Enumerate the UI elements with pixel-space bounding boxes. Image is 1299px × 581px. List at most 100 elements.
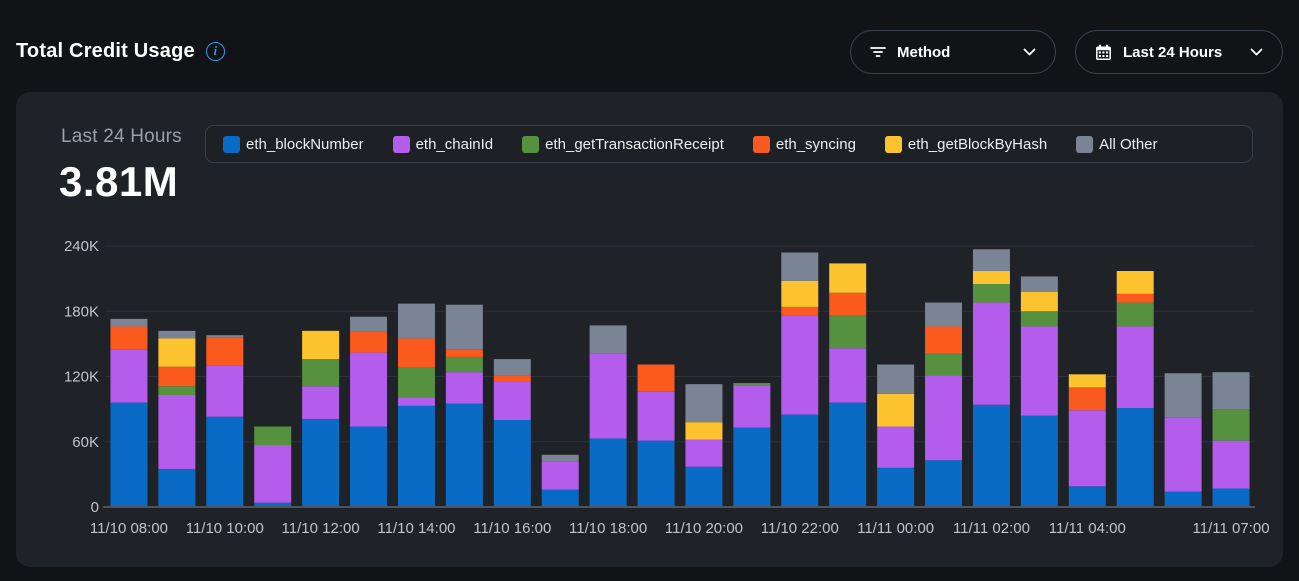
bar-segment[interactable] [589,438,627,507]
bar-segment[interactable] [1164,491,1202,507]
bar-segment[interactable] [1212,372,1250,410]
bar-segment[interactable] [925,302,963,327]
bar-segment[interactable] [158,366,196,387]
bar-segment[interactable] [1212,409,1250,441]
legend-item[interactable]: eth_getTransactionReceipt [522,135,724,153]
bar-segment[interactable] [158,338,196,367]
bar-segment[interactable] [1068,410,1106,487]
bar-segment[interactable] [589,353,627,439]
bar-segment[interactable] [637,440,675,507]
bar-segment[interactable] [493,375,531,382]
bar-segment[interactable] [158,394,196,469]
bar-segment[interactable] [158,468,196,507]
bar-segment[interactable] [350,426,388,507]
bar-segment[interactable] [397,397,435,406]
bar-segment[interactable] [685,439,723,467]
legend-item[interactable]: eth_syncing [752,135,856,153]
bar-segment[interactable] [254,502,292,507]
bar-segment[interactable] [925,460,963,507]
bar-segment[interactable] [206,337,244,366]
bar-segment[interactable] [110,349,148,403]
bar-segment[interactable] [302,330,340,360]
bar-segment[interactable] [877,426,915,468]
bar-segment[interactable] [1020,276,1058,292]
bar-segment[interactable] [829,292,867,316]
bar-segment[interactable] [781,280,819,307]
bar-segment[interactable] [206,416,244,507]
bar-segment[interactable] [254,445,292,503]
bar-segment[interactable] [445,372,483,404]
bar-segment[interactable] [733,385,771,428]
bar-segment[interactable] [637,364,675,392]
method-filter-button[interactable]: Method [850,30,1056,74]
bar-segment[interactable] [781,315,819,415]
bar-segment[interactable] [972,249,1010,272]
bar-segment[interactable] [1068,486,1106,507]
bar-segment[interactable] [1116,408,1154,507]
bar-segment[interactable] [1020,415,1058,507]
bar-segment[interactable] [972,302,1010,405]
bar-segment[interactable] [1212,440,1250,489]
info-icon[interactable]: i [205,42,225,61]
bar-segment[interactable] [1212,488,1250,507]
bar-segment[interactable] [733,383,771,386]
bar-segment[interactable] [1116,293,1154,303]
bar-segment[interactable] [1116,302,1154,327]
bar-segment[interactable] [925,375,963,461]
bar-segment[interactable] [350,316,388,332]
bar-segment[interactable] [350,352,388,427]
bar-segment[interactable] [206,335,244,338]
bar-segment[interactable] [877,393,915,427]
bar-segment[interactable] [829,402,867,507]
bar-segment[interactable] [493,359,531,376]
bar-segment[interactable] [110,326,148,350]
bar-segment[interactable] [972,271,1010,285]
bar-segment[interactable] [254,426,292,446]
bar-segment[interactable] [445,403,483,507]
bar-segment[interactable] [445,349,483,357]
bar-segment[interactable] [685,384,723,423]
bar-segment[interactable] [1068,374,1106,388]
legend-item[interactable]: eth_chainId [392,135,493,153]
bar-segment[interactable] [302,386,340,419]
bar-segment[interactable] [685,466,723,507]
bar-segment[interactable] [972,284,1010,303]
bar-segment[interactable] [541,454,579,462]
bar-segment[interactable] [877,364,915,394]
bar-segment[interactable] [972,404,1010,507]
bar-segment[interactable] [1020,326,1058,416]
bar-segment[interactable] [397,367,435,398]
bar-segment[interactable] [445,356,483,373]
bar-segment[interactable] [397,405,435,507]
bar-segment[interactable] [1020,291,1058,312]
bar-segment[interactable] [493,420,531,507]
legend-item[interactable]: eth_blockNumber [223,135,364,153]
bar-segment[interactable] [1116,271,1154,294]
legend-item[interactable]: eth_getBlockByHash [884,135,1047,153]
bar-segment[interactable] [541,489,579,507]
bar-segment[interactable] [1020,311,1058,327]
date-range-button[interactable]: Last 24 Hours [1075,30,1283,74]
bar-segment[interactable] [829,348,867,403]
bar-segment[interactable] [302,359,340,387]
bar-segment[interactable] [925,326,963,354]
bar-segment[interactable] [110,402,148,507]
bar-segment[interactable] [350,331,388,353]
legend-item[interactable]: All Other [1076,135,1158,153]
bar-segment[interactable] [302,418,340,507]
bar-segment[interactable] [1164,417,1202,492]
bar-segment[interactable] [781,414,819,507]
bar-segment[interactable] [829,263,867,293]
bar-segment[interactable] [877,467,915,507]
bar-segment[interactable] [445,304,483,350]
bar-segment[interactable] [1068,387,1106,411]
bar-segment[interactable] [829,315,867,349]
bar-segment[interactable] [1116,326,1154,409]
bar-segment[interactable] [685,422,723,440]
bar-segment[interactable] [397,303,435,339]
bar-segment[interactable] [925,353,963,376]
bar-segment[interactable] [158,386,196,395]
bar-segment[interactable] [1164,373,1202,418]
bar-segment[interactable] [733,427,771,507]
bar-segment[interactable] [589,325,627,354]
